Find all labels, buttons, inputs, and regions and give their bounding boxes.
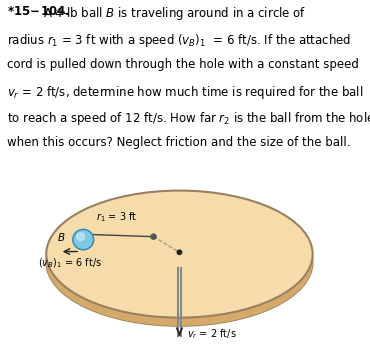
Text: radius $r_1$ = 3 ft with a speed $(v_B)_1$  = 6 ft/s. If the attached: radius $r_1$ = 3 ft with a speed $(v_B)_… xyxy=(7,32,351,49)
Ellipse shape xyxy=(46,191,313,318)
Text: $\mathbf{*15\!-\!104.}$: $\mathbf{*15\!-\!104.}$ xyxy=(7,5,70,19)
Ellipse shape xyxy=(46,199,313,326)
Text: $B$: $B$ xyxy=(57,231,65,242)
Circle shape xyxy=(73,229,94,250)
Circle shape xyxy=(151,234,156,239)
Text: $r_1$ = 3 ft: $r_1$ = 3 ft xyxy=(96,211,137,224)
Text: to reach a speed of 12 ft/s. How far $r_2$ is the ball from the hole: to reach a speed of 12 ft/s. How far $r_… xyxy=(7,110,370,127)
Text: when this occurs? Neglect friction and the size of the ball.: when this occurs? Neglect friction and t… xyxy=(7,136,350,149)
Text: A 4-lb ball $B$ is traveling around in a circle of: A 4-lb ball $B$ is traveling around in a… xyxy=(43,5,306,23)
Text: $v_r$ = 2 ft/s: $v_r$ = 2 ft/s xyxy=(187,327,236,341)
Circle shape xyxy=(177,250,182,254)
Text: cord is pulled down through the hole with a constant speed: cord is pulled down through the hole wit… xyxy=(7,58,359,71)
Text: $v_r$ = 2 ft/s, determine how much time is required for the ball: $v_r$ = 2 ft/s, determine how much time … xyxy=(7,84,363,101)
Text: $(v_B)_1$ = 6 ft/s: $(v_B)_1$ = 6 ft/s xyxy=(38,256,102,269)
PathPatch shape xyxy=(46,254,313,326)
Circle shape xyxy=(77,233,85,241)
